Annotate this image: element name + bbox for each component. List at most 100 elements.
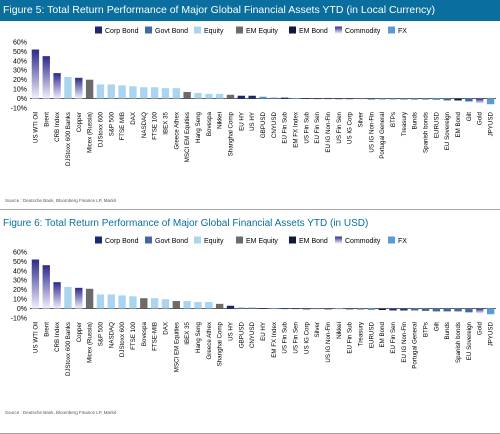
x-tick-label-brent: Brent	[43, 112, 50, 127]
x-tick-label-us-fin-sub: US Fin Sub	[282, 321, 289, 353]
legend-label-fx: FX	[398, 28, 407, 35]
bar-portugal-general	[411, 308, 419, 311]
legend-item-em-equity: EM Equity	[236, 26, 278, 35]
bar-eurusd	[432, 98, 441, 100]
bar-sandp-500	[107, 84, 115, 99]
x-tick-label-ftse-100: FTSE 100	[130, 321, 137, 349]
bar-nasdaq	[140, 87, 148, 99]
bar-micex-russia	[85, 288, 94, 309]
legend-label-equity: Equity	[204, 28, 224, 35]
legend-swatch-equity	[194, 26, 201, 34]
legend-swatch-corp-bond	[95, 26, 102, 34]
legend-item-commodity: Commodity	[335, 26, 381, 35]
x-tick-label-eu-sovereign: EU Sovereign	[444, 111, 451, 150]
x-tick-label-greece-athex: Greece Athex	[173, 111, 180, 149]
figure-5-panel: Figure 5: Total Return Performance of Ma…	[0, 0, 500, 210]
legend-label-em-equity: EM Equity	[246, 28, 278, 35]
y-tick-label: 40%	[13, 268, 27, 275]
legend-label-govt-bond: Govt Bond	[155, 238, 188, 245]
x-tick-label-us-wti-oil: US WTI Oil	[32, 112, 39, 143]
x-tick-label-us-fin-sub: US Fin Sub	[303, 111, 310, 143]
bar-gilt	[465, 98, 473, 102]
x-tick-label-treasury: Treasury	[401, 111, 408, 136]
x-tick-label-shanghai-comp: Shanghai Comp	[227, 111, 234, 156]
bar-msci-em-equities	[172, 301, 180, 309]
x-tick-label-ibex-35: IBEX 35	[162, 111, 169, 134]
x-tick-label-portugal-general: Portugal General	[412, 322, 419, 369]
bar-greece-athex	[205, 301, 213, 309]
legend-label-govt-bond: Govt Bond	[155, 28, 188, 35]
bar-em-fx-index	[270, 308, 278, 310]
legend-swatch-fx	[388, 236, 395, 244]
y-tick-label: 40%	[13, 58, 27, 65]
figure-6-title: Figure 6: Total Return Performance of Ma…	[0, 217, 500, 231]
x-tick-label-djstoxx-600-banks: DJStoxx 600 Banks	[65, 322, 72, 376]
legend-item-commodity: Commodity	[335, 236, 381, 245]
x-tick-label-cnyusd: CNYUSD	[271, 111, 278, 138]
bar-treasury	[400, 98, 408, 100]
x-tick-label-silver: Silver	[314, 322, 321, 337]
x-tick-label-us-ig-corp: US IG Corp	[347, 111, 354, 144]
y-tick-label: -10%	[11, 315, 27, 322]
x-tick-label-micex-russia: Micex (Russia)	[87, 322, 94, 363]
y-tick-label: 30%	[13, 278, 27, 285]
x-tick-label-hang-seng: Hang Seng	[195, 111, 202, 143]
bar-us-wti-oil	[31, 259, 40, 309]
legend-label-corp-bond: Corp Bond	[105, 28, 139, 35]
x-tick-label-nasdaq: NASDAQ	[108, 322, 115, 348]
legend-item-corp-bond: Corp Bond	[95, 26, 139, 35]
bar-jpyusd	[486, 98, 495, 105]
legend-swatch-govt-bond	[145, 26, 152, 34]
x-tick-label-sandp-500: S&P 500	[97, 321, 104, 346]
bar-eu-fin-sen	[389, 308, 397, 311]
x-tick-label-us-ig-non-fin: US IG Non-Fin	[325, 321, 332, 362]
bar-em-bond	[378, 308, 386, 310]
x-tick-label-copper: Copper	[76, 322, 83, 342]
bar-eu-ig-non-fin	[400, 308, 408, 311]
legend-item-govt-bond: Govt Bond	[145, 236, 188, 245]
bar-dax	[161, 299, 170, 309]
bar-eu-hy	[259, 308, 267, 309]
bar-us-ig-non-fin	[324, 308, 332, 310]
x-tick-label-msci-em-equities: MSCI EM Equities	[173, 322, 180, 372]
y-tick-label: 60%	[13, 249, 27, 256]
bar-silver	[356, 98, 365, 100]
legend-label-commodity: Commodity	[345, 28, 381, 35]
x-tick-label-eu-fin-sub: EU Fin Sub	[347, 321, 354, 353]
x-tick-label-eu-fin-sub: EU Fin Sub	[282, 111, 289, 143]
legend-label-commodity: Commodity	[345, 238, 381, 245]
bar-hang-seng	[194, 301, 202, 309]
x-tick-label-djstoxx-600-banks: DJStoxx 600 Banks	[65, 112, 72, 166]
bar-bovespa	[140, 298, 148, 309]
x-tick-label-crb-index: CRB Index	[54, 321, 61, 352]
x-tick-label-btps: BTPs	[390, 112, 397, 127]
legend-label-em-equity: EM Equity	[246, 238, 278, 245]
bar-copper	[75, 287, 83, 309]
x-tick-label-eu-fin-sen: EU Fin Sen	[314, 111, 321, 143]
bar-us-wti-oil	[31, 49, 40, 99]
bar-ibex-35	[161, 88, 170, 99]
bar-us-hy	[248, 95, 256, 99]
bar-em-bond	[454, 98, 462, 101]
bar-silver	[313, 308, 321, 310]
x-tick-label-gilt: Gilt	[433, 322, 440, 332]
x-tick-label-us-fin-sen: US Fin Sen	[336, 111, 343, 143]
bar-ftse-mib	[118, 85, 126, 99]
x-tick-label-gbpusd: GBPUSD	[260, 111, 267, 138]
bar-eurusd	[367, 308, 376, 310]
bar-shanghai-comp	[226, 94, 235, 99]
y-tick-label: -10%	[11, 105, 27, 112]
legend-item-fx: FX	[388, 236, 407, 245]
legend-label-corp-bond: Corp Bond	[105, 238, 139, 245]
x-tick-label-portugal-general: Portugal General	[379, 112, 386, 159]
x-tick-label-dax: DAX	[162, 322, 169, 335]
figure-5-title: Figure 5: Total Return Performance of Ma…	[0, 0, 500, 21]
bar-us-fin-sen	[335, 98, 343, 100]
bar-us-fin-sen	[291, 308, 300, 310]
x-tick-label-greece-athex: Greece Athex	[206, 321, 213, 359]
bar-cnyusd	[270, 97, 278, 99]
legend-item-em-equity: EM Equity	[236, 236, 278, 245]
figure-5-chart: Corp Bond Govt Bond Equity EM Equity EM Bond…	[11, 26, 496, 166]
x-tick-label-gbpusd: GBPUSD	[238, 321, 245, 348]
bar-eu-fin-sub	[346, 308, 354, 310]
